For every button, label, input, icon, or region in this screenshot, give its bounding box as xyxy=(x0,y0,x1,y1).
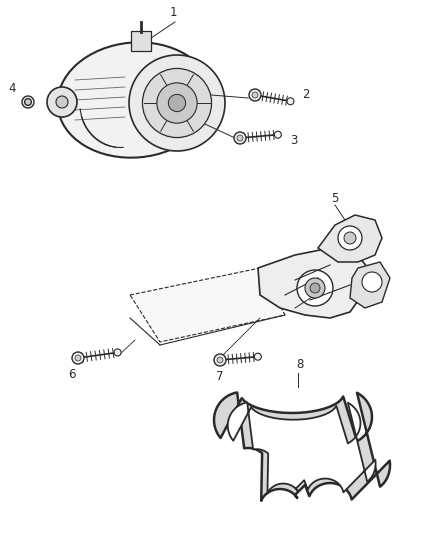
Circle shape xyxy=(274,131,281,138)
Circle shape xyxy=(237,135,243,141)
Circle shape xyxy=(362,272,382,292)
Circle shape xyxy=(142,68,212,138)
Circle shape xyxy=(22,96,34,108)
Text: 7: 7 xyxy=(216,370,224,384)
Circle shape xyxy=(72,352,84,364)
Ellipse shape xyxy=(58,42,212,158)
Circle shape xyxy=(344,232,356,244)
Text: 8: 8 xyxy=(297,358,304,370)
Polygon shape xyxy=(214,392,390,501)
Circle shape xyxy=(157,83,197,123)
Circle shape xyxy=(305,278,325,298)
Circle shape xyxy=(25,99,32,106)
Circle shape xyxy=(338,226,362,250)
Text: 2: 2 xyxy=(302,87,310,101)
Circle shape xyxy=(217,357,223,363)
Circle shape xyxy=(249,89,261,101)
Circle shape xyxy=(56,96,68,108)
Polygon shape xyxy=(258,248,368,318)
Circle shape xyxy=(234,132,246,144)
Polygon shape xyxy=(318,215,382,262)
Circle shape xyxy=(287,98,294,105)
Circle shape xyxy=(168,94,186,111)
FancyBboxPatch shape xyxy=(131,31,151,51)
Circle shape xyxy=(297,270,333,306)
Circle shape xyxy=(254,353,261,360)
Text: 5: 5 xyxy=(331,191,339,205)
Circle shape xyxy=(47,87,77,117)
Text: 3: 3 xyxy=(290,133,297,147)
Polygon shape xyxy=(228,402,376,494)
Circle shape xyxy=(25,99,31,105)
Circle shape xyxy=(75,355,81,361)
Text: 6: 6 xyxy=(68,368,76,382)
Circle shape xyxy=(252,92,258,98)
Polygon shape xyxy=(350,262,390,308)
Text: 1: 1 xyxy=(169,5,177,19)
Circle shape xyxy=(310,283,320,293)
Circle shape xyxy=(214,354,226,366)
Circle shape xyxy=(129,55,225,151)
Circle shape xyxy=(114,349,121,356)
Text: 4: 4 xyxy=(8,82,16,94)
Polygon shape xyxy=(130,268,285,342)
